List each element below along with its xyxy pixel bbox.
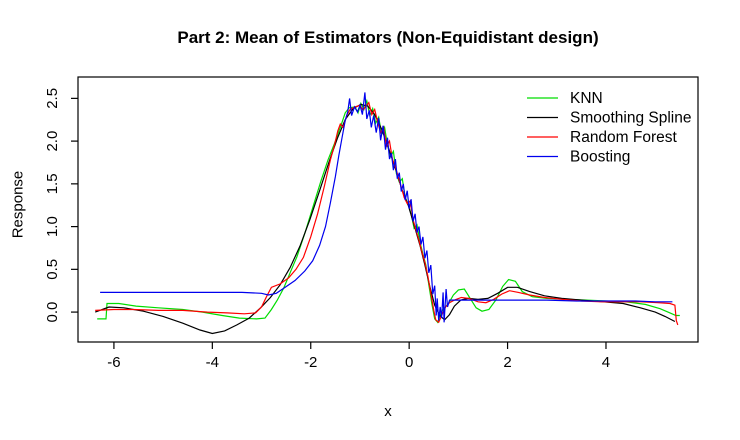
y-tick-label: 2.5 bbox=[44, 88, 61, 109]
y-tick-label: 2.0 bbox=[44, 131, 61, 152]
x-tick-label: 0 bbox=[405, 354, 413, 371]
x-tick-label: -6 bbox=[107, 354, 120, 371]
x-tick-label: -2 bbox=[304, 354, 317, 371]
legend-label-boosting: Boosting bbox=[570, 149, 630, 166]
y-tick-label: 1.0 bbox=[44, 216, 61, 237]
y-tick-label: 0.5 bbox=[44, 259, 61, 280]
x-tick-label: -4 bbox=[206, 354, 219, 371]
series-line-boosting bbox=[100, 92, 673, 323]
legend-label-random-forest: Random Forest bbox=[570, 129, 678, 146]
y-tick-label: 1.5 bbox=[44, 173, 61, 194]
plot-box bbox=[77, 76, 699, 343]
series-line-random-forest bbox=[95, 101, 679, 326]
y-tick-label: 0.0 bbox=[44, 302, 61, 323]
legend-label-knn: KNN bbox=[570, 90, 603, 107]
x-tick-label: 2 bbox=[503, 354, 511, 371]
x-tick-label: 4 bbox=[602, 354, 610, 371]
legend-label-smoothing-spline: Smoothing Spline bbox=[570, 110, 692, 127]
y-axis-label: Response bbox=[9, 170, 27, 239]
chart-title: Part 2: Mean of Estimators (Non-Equidist… bbox=[177, 28, 599, 47]
x-axis-label: x bbox=[384, 403, 392, 420]
